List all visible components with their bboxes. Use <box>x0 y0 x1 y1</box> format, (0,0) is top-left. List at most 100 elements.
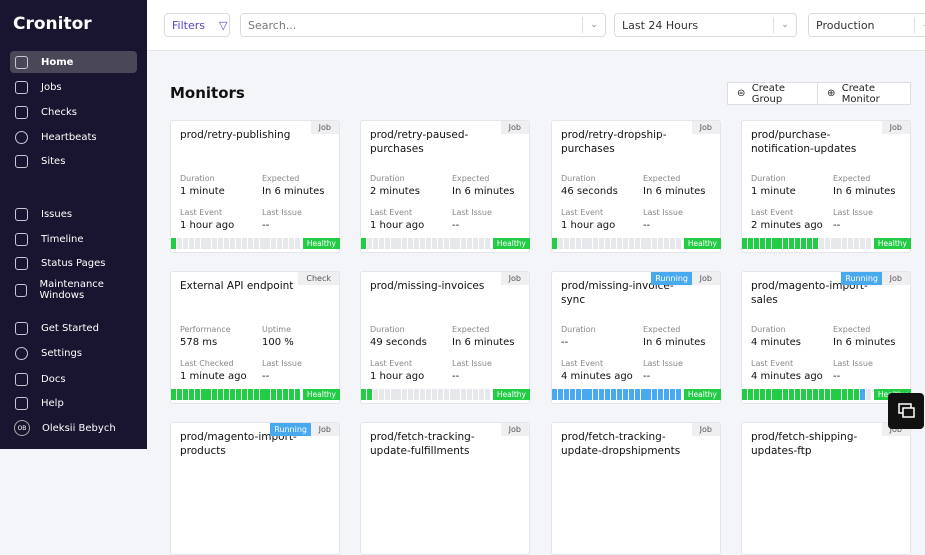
field-value: 4 minutes <box>751 337 802 348</box>
history-segment <box>188 389 194 400</box>
field-value: In 6 minutes <box>262 186 325 197</box>
history-segment <box>753 238 759 249</box>
history-segment <box>176 238 182 249</box>
nav-item[interactable]: Heartbeats <box>10 126 137 148</box>
monitor-card[interactable]: prod/magento-import-products Job Running <box>170 422 340 555</box>
filters-label: Filters <box>172 18 205 32</box>
history-segment <box>640 389 646 400</box>
history-segment <box>569 238 575 249</box>
user-item[interactable]: OB Oleksii Bebych <box>10 417 137 439</box>
history-segment <box>742 389 747 400</box>
history-segment <box>777 238 783 249</box>
monitor-card[interactable]: External API endpoint Check Performance 578… <box>170 271 340 404</box>
history-segment <box>259 389 265 400</box>
history-segment <box>283 238 289 249</box>
topbar: Filters ▽ Search... ⌄ Last 24 Hours ⌄ Produ… <box>147 0 925 51</box>
history-segment <box>658 389 664 400</box>
field-label: Duration <box>561 174 596 183</box>
history-segment <box>408 238 414 249</box>
history-segment <box>557 389 563 400</box>
history-segment <box>271 389 277 400</box>
time-select[interactable]: Last 24 Hours ⌄ <box>614 13 797 37</box>
chat-button[interactable] <box>888 393 924 429</box>
monitor-name: prod/missing-invoices <box>370 280 485 292</box>
nav-label: Status Pages <box>41 257 106 269</box>
monitor-name: prod/magento-import-sales <box>751 280 868 306</box>
history-segment <box>742 238 747 249</box>
field-label: Last Event <box>561 359 604 368</box>
field-label: Duration <box>561 325 596 334</box>
history-segment <box>408 389 414 400</box>
create-monitor-button[interactable]: ⊕ Create Monitor <box>817 82 911 105</box>
nav-icon <box>15 130 28 144</box>
nav-item[interactable]: Get Started <box>10 317 137 339</box>
field-value: 49 seconds <box>370 337 427 348</box>
monitor-card[interactable]: prod/missing-invoice-sync Job Running Durat… <box>551 271 721 404</box>
history-segment <box>611 238 616 249</box>
nav-item[interactable]: Issues <box>10 203 137 225</box>
monitor-card[interactable]: prod/fetch-shipping-updates-ftp Job <box>741 422 911 555</box>
history-segment <box>812 238 818 249</box>
history-segment <box>801 389 806 400</box>
monitor-card[interactable]: prod/fetch-tracking-update-fulfillments J… <box>360 422 530 555</box>
filters-button[interactable]: Filters ▽ <box>164 13 230 37</box>
nav-item[interactable]: Checks <box>10 101 137 123</box>
nav-item[interactable]: Jobs <box>10 76 137 98</box>
nav-item[interactable]: Timeline <box>10 228 137 250</box>
history-segment <box>235 389 241 400</box>
running-badge: Running <box>651 272 692 285</box>
history-segment <box>437 389 443 400</box>
history-segment <box>818 389 824 400</box>
monitor-type: Job <box>500 272 529 285</box>
nav-item[interactable]: Maintenance Windows <box>10 279 137 301</box>
history-segment <box>569 389 575 400</box>
nav-item[interactable]: Help <box>10 392 137 414</box>
monitor-card[interactable]: prod/fetch-tracking-update-dropshipments… <box>551 422 721 555</box>
nav-item[interactable]: Sites <box>10 150 137 172</box>
history-segment <box>628 238 634 249</box>
field-value: 1 hour ago <box>370 371 425 382</box>
history-segment <box>484 389 490 400</box>
history-segment <box>783 389 789 400</box>
monitor-card[interactable]: prod/retry-dropship-purchases Job Duration… <box>551 120 721 253</box>
history-segment <box>366 238 372 249</box>
history-segment <box>402 389 408 400</box>
create-group-button[interactable]: ⊜ Create Group <box>727 82 818 105</box>
field-value: In 6 minutes <box>833 337 896 348</box>
monitor-card[interactable]: prod/missing-invoices Job Duration 49 secon… <box>360 271 530 404</box>
history-segment <box>865 389 871 400</box>
nav-item[interactable]: Docs <box>10 368 137 390</box>
nav-item[interactable]: Status Pages <box>10 252 137 274</box>
history-segment <box>247 238 253 249</box>
history-segment <box>230 238 235 249</box>
history-segment <box>765 238 771 249</box>
history-segment <box>431 389 437 400</box>
nav-item[interactable]: Home <box>10 51 137 73</box>
search-input[interactable]: Search... ⌄ <box>240 13 606 37</box>
history-segment <box>212 238 218 249</box>
field-label: Expected <box>262 174 300 183</box>
nav-item[interactable]: Settings <box>10 342 137 364</box>
monitor-card[interactable]: prod/purchase-notification-updates Job Dur… <box>741 120 911 253</box>
field-label: Last Event <box>370 359 413 368</box>
nav-icon <box>15 154 28 168</box>
monitor-type: Job <box>500 423 529 436</box>
field-label: Expected <box>643 325 681 334</box>
history-segment <box>384 389 390 400</box>
field-value: 4 minutes ago <box>561 371 633 382</box>
button-label: Create Monitor <box>841 82 880 105</box>
history-segment <box>664 238 670 249</box>
monitor-card[interactable]: prod/magento-import-sales Job Running Durat… <box>741 271 911 404</box>
field-value: In 6 minutes <box>452 186 515 197</box>
field-value: -- <box>833 371 841 382</box>
monitor-name: prod/retry-publishing <box>180 129 291 141</box>
running-badge: Running <box>841 272 882 285</box>
monitor-card[interactable]: prod/retry-paused-purchases Job Duration 2 … <box>360 120 530 253</box>
monitor-card[interactable]: prod/retry-publishing Job Duration 1 minute… <box>170 120 340 253</box>
history-segment <box>484 238 490 249</box>
history-segment <box>575 389 581 400</box>
history-segment <box>455 389 461 400</box>
field-label: Duration <box>370 325 405 334</box>
environment-select[interactable]: Production ⌄ <box>808 13 925 37</box>
